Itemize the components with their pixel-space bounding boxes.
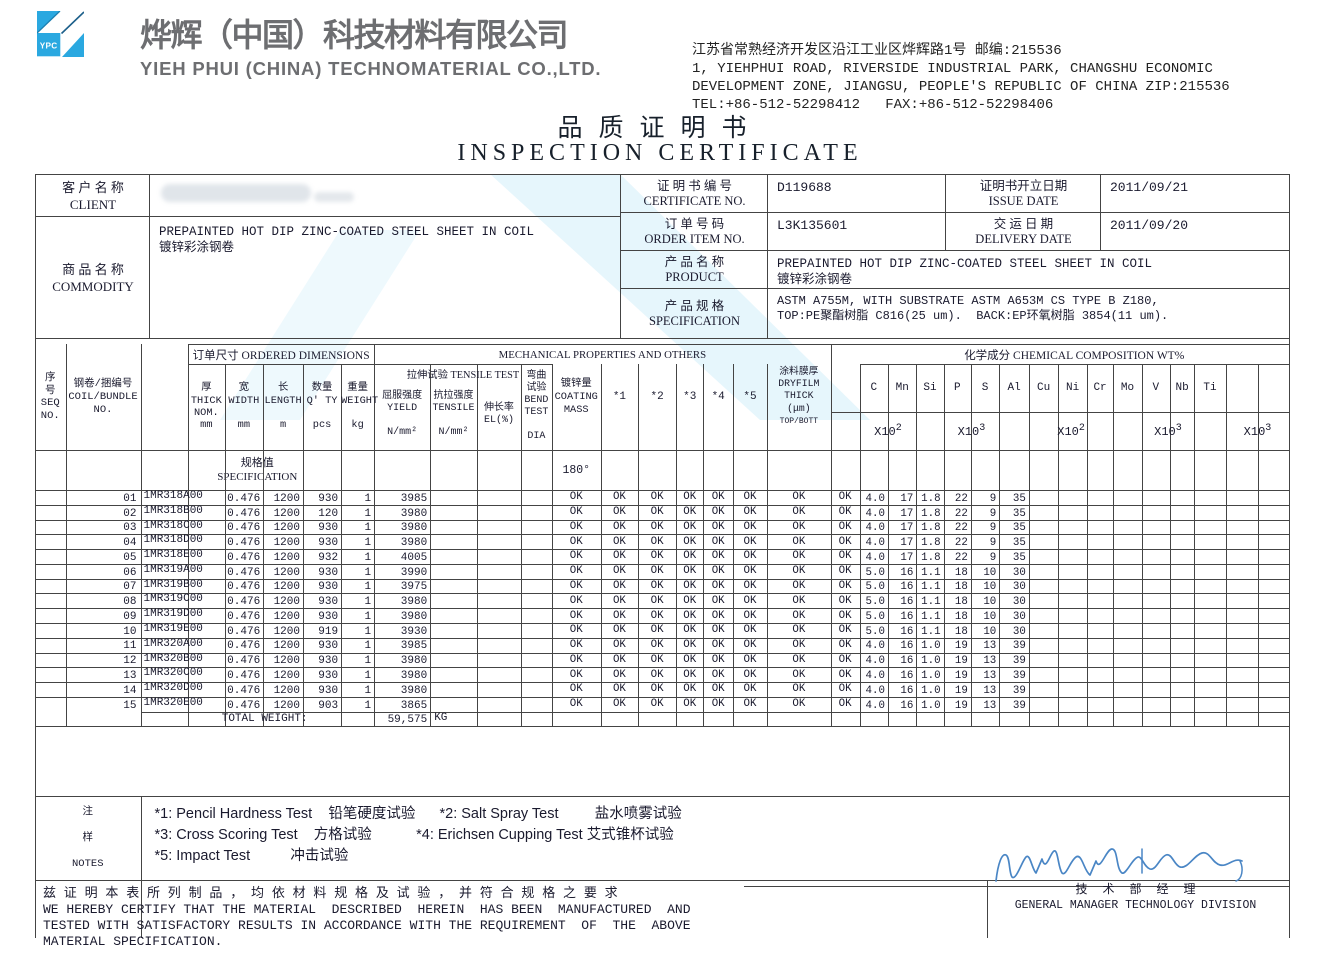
svg-text:YPC: YPC — [40, 42, 58, 51]
